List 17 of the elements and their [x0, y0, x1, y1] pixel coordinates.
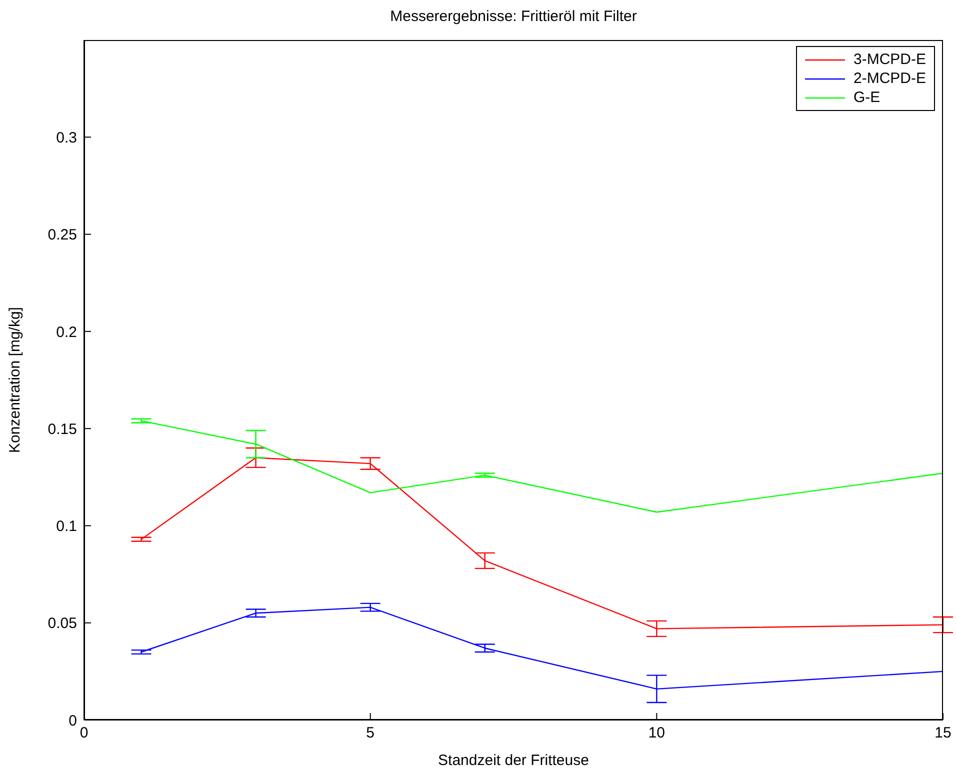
y-tick-label: 0.2 — [56, 324, 77, 341]
legend-label: 2-MCPD-E — [853, 69, 926, 88]
x-tick-label: 15 — [934, 724, 952, 742]
legend-label: 3-MCPD-E — [853, 50, 926, 69]
y-tick-label: 0.05 — [48, 615, 77, 632]
y-tick-label: 0.3 — [56, 129, 77, 146]
y-tick-label: 0.1 — [56, 518, 77, 536]
y-axis-title: Konzentration [mg/kg] — [6, 307, 24, 453]
x-axis-title: Standzeit der Fritteuse — [438, 752, 589, 769]
y-tick-label: 0.25 — [48, 226, 77, 244]
x-tick-label: 10 — [648, 724, 666, 742]
legend-label: G-E — [853, 88, 880, 107]
x-tick-label: 5 — [366, 724, 375, 742]
y-tick-label: 0.15 — [48, 420, 77, 438]
y-tick-label: 0 — [68, 712, 77, 730]
x-tick-label: 0 — [80, 724, 88, 742]
chart-title: Messerergebnisse: Frittieröl mit Filter — [389, 8, 638, 25]
